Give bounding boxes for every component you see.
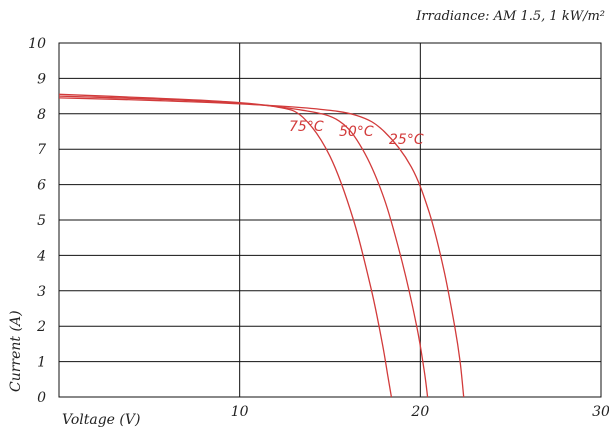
y-axis-label: Current (A)	[8, 310, 24, 392]
curve-label-50: 50°C	[339, 124, 374, 140]
curve-labels: 75°C 50°C 25°C	[289, 119, 424, 148]
y-tick-label: 5	[37, 213, 46, 229]
y-tick-label: 4	[36, 248, 46, 264]
grid	[59, 43, 601, 397]
x-tick-label: 30	[592, 404, 609, 420]
curve-75c	[58, 93, 393, 398]
x-axis-label: Voltage (V)	[62, 412, 140, 428]
curve-50c	[58, 95, 429, 398]
y-tick-label: 3	[37, 284, 46, 300]
x-tick-label: 10	[231, 404, 249, 420]
irradiance-annotation: Irradiance: AM 1.5, 1 kW/m²	[415, 9, 605, 24]
x-tick-label: 20	[410, 404, 429, 420]
x-tick-labels: 10 20 30	[231, 404, 609, 420]
curves	[58, 93, 465, 398]
y-tick-label: 0	[37, 390, 46, 406]
y-tick-labels: 0 1 2 3 4 5 6 7 8 9 10	[28, 36, 46, 406]
plot-frame	[58, 42, 602, 398]
y-tick-label: 9	[37, 71, 46, 87]
curve-label-25: 25°C	[389, 132, 424, 148]
curve-25c	[58, 97, 465, 398]
y-tick-label: 6	[37, 178, 46, 194]
y-tick-label: 2	[36, 319, 46, 335]
y-tick-label: 8	[37, 107, 46, 123]
y-tick-label: 1	[37, 355, 46, 371]
curve-label-75: 75°C	[289, 119, 324, 135]
y-tick-label: 10	[28, 36, 46, 52]
y-tick-label: 7	[37, 142, 46, 158]
